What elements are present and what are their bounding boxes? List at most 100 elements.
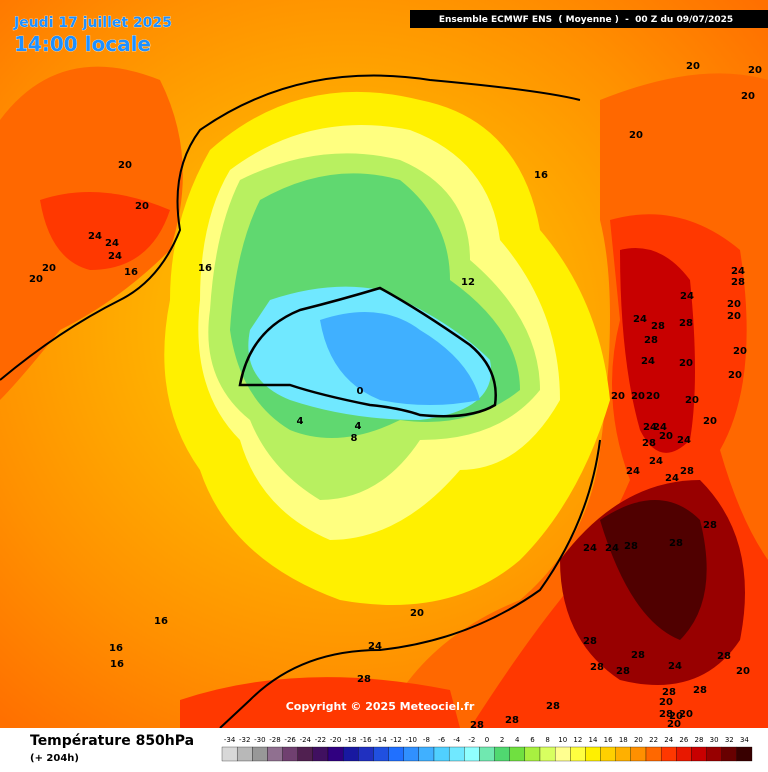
contour-label: 8 xyxy=(351,433,358,444)
colorbar-swatch xyxy=(297,746,314,762)
contour-label: 24 xyxy=(643,422,657,433)
contour-label: 20 xyxy=(679,709,693,720)
colorbar-swatch xyxy=(358,746,374,762)
colorbar-swatch xyxy=(236,746,253,762)
contour-label: 20 xyxy=(703,416,717,427)
contour-label: 20 xyxy=(748,65,762,76)
contour-label: 20 xyxy=(727,299,741,310)
colorbar-tick: -28 xyxy=(269,736,280,744)
lead-time: (+ 204h) xyxy=(30,753,79,764)
contour-label: 28 xyxy=(505,715,519,726)
colorbar-swatch xyxy=(373,746,389,762)
contour-label: 16 xyxy=(109,643,123,654)
contour-label: 12 xyxy=(461,277,475,288)
colorbar-tick: -18 xyxy=(345,736,356,744)
colorbar-swatch xyxy=(691,746,707,762)
colorbar-swatch xyxy=(342,746,359,762)
colorbar-tick: 20 xyxy=(634,736,643,744)
contour-label: 28 xyxy=(717,651,731,662)
contour-label: 24 xyxy=(668,661,682,672)
colorbar-swatch xyxy=(388,746,404,762)
colorbar-tick: -16 xyxy=(360,736,372,744)
colorbar-swatch xyxy=(509,746,526,762)
colorbar-swatch xyxy=(524,746,541,762)
contour-label: 28 xyxy=(644,335,658,346)
contour-label: 24 xyxy=(633,314,647,325)
contour-label: 28 xyxy=(651,321,665,332)
colorbar-tick: -10 xyxy=(406,736,417,744)
contour-label: 20 xyxy=(733,346,747,357)
colorbar-tick: 0 xyxy=(485,736,489,744)
colorbar-tick: -14 xyxy=(375,736,387,744)
colorbar-tick: 8 xyxy=(545,736,549,744)
colorbar-swatch xyxy=(433,746,450,762)
contour-label: 20 xyxy=(410,608,424,619)
contour-label: 28 xyxy=(583,636,597,647)
hot-region xyxy=(180,677,460,728)
contour-label: 20 xyxy=(646,391,660,402)
colorbar-tick: 6 xyxy=(530,736,535,744)
colorbar-swatch xyxy=(494,746,510,762)
contour-label: 20 xyxy=(659,431,673,442)
colorbar-tick: 18 xyxy=(619,736,628,744)
contour-label: 28 xyxy=(703,520,717,531)
hot-region xyxy=(40,192,170,270)
colorbar-tick: -4 xyxy=(453,736,461,744)
colorbar-tick: 22 xyxy=(649,736,658,744)
colorbar-swatch xyxy=(736,746,753,762)
contour-label: 20 xyxy=(736,666,750,677)
colorbar-tick: -20 xyxy=(330,736,341,744)
contour-label: 24 xyxy=(731,266,745,277)
colorbar-tick: 2 xyxy=(500,736,504,744)
colorbar-tick: 4 xyxy=(515,736,520,744)
copyright: Copyright © 2025 Meteociel.fr xyxy=(286,700,475,713)
contour-label: 28 xyxy=(669,538,683,549)
isotherm-20 xyxy=(0,74,581,381)
contour-label: 28 xyxy=(642,438,656,449)
colorbar-swatch xyxy=(539,746,556,762)
zero-isotherm xyxy=(238,286,497,418)
colorbar-swatch xyxy=(570,746,586,762)
contour-label: 28 xyxy=(624,541,638,552)
colorbar-swatch xyxy=(252,746,268,762)
colorbar-tick: -22 xyxy=(315,736,326,744)
contour-label: 20 xyxy=(659,697,673,708)
contour-label: 24 xyxy=(368,641,382,652)
contour-label: 20 xyxy=(741,91,755,102)
colorbar-tick: -6 xyxy=(438,736,446,744)
contour-label: 4 xyxy=(297,416,304,427)
contour-label: 28 xyxy=(680,466,694,477)
colorbar-tick: 30 xyxy=(710,736,719,744)
contour-label: 24 xyxy=(88,231,102,242)
contour-label: 24 xyxy=(641,356,655,367)
colorbar-tick: -24 xyxy=(300,736,312,744)
colorbar-swatch xyxy=(448,746,465,762)
contour-label: 28 xyxy=(693,685,707,696)
contour-label: 16 xyxy=(110,659,124,670)
contour-label: 20 xyxy=(685,395,699,406)
colorbar-swatch xyxy=(706,746,722,762)
colorbar-swatch xyxy=(327,746,344,762)
colorbar-tick: -8 xyxy=(423,736,430,744)
colorbar-tick: 24 xyxy=(664,736,673,744)
colorbar-tick: 16 xyxy=(604,736,613,744)
colorbar-swatch xyxy=(615,746,632,762)
contour-label: 20 xyxy=(118,160,132,171)
contour-label: 24 xyxy=(665,473,679,484)
extreme-region xyxy=(600,500,707,640)
contour-label: 28 xyxy=(659,709,673,720)
contour-label: 16 xyxy=(154,616,168,627)
contour-label: 20 xyxy=(667,719,681,730)
contour-label: 20 xyxy=(135,201,149,212)
model-info: Ensemble ECMWF ENS ( Moyenne ) - 00 Z du… xyxy=(439,15,733,25)
contour-label: 28 xyxy=(590,662,604,673)
colorbar-swatch xyxy=(721,746,738,762)
model-banner xyxy=(410,10,768,28)
contour-label: 28 xyxy=(731,277,745,288)
contour-label: 28 xyxy=(546,701,560,712)
contour-label: 20 xyxy=(679,358,693,369)
contour-label: 28 xyxy=(470,720,484,731)
colorbar-tick: 28 xyxy=(695,736,704,744)
footer-title: Température 850hPa xyxy=(30,733,194,749)
